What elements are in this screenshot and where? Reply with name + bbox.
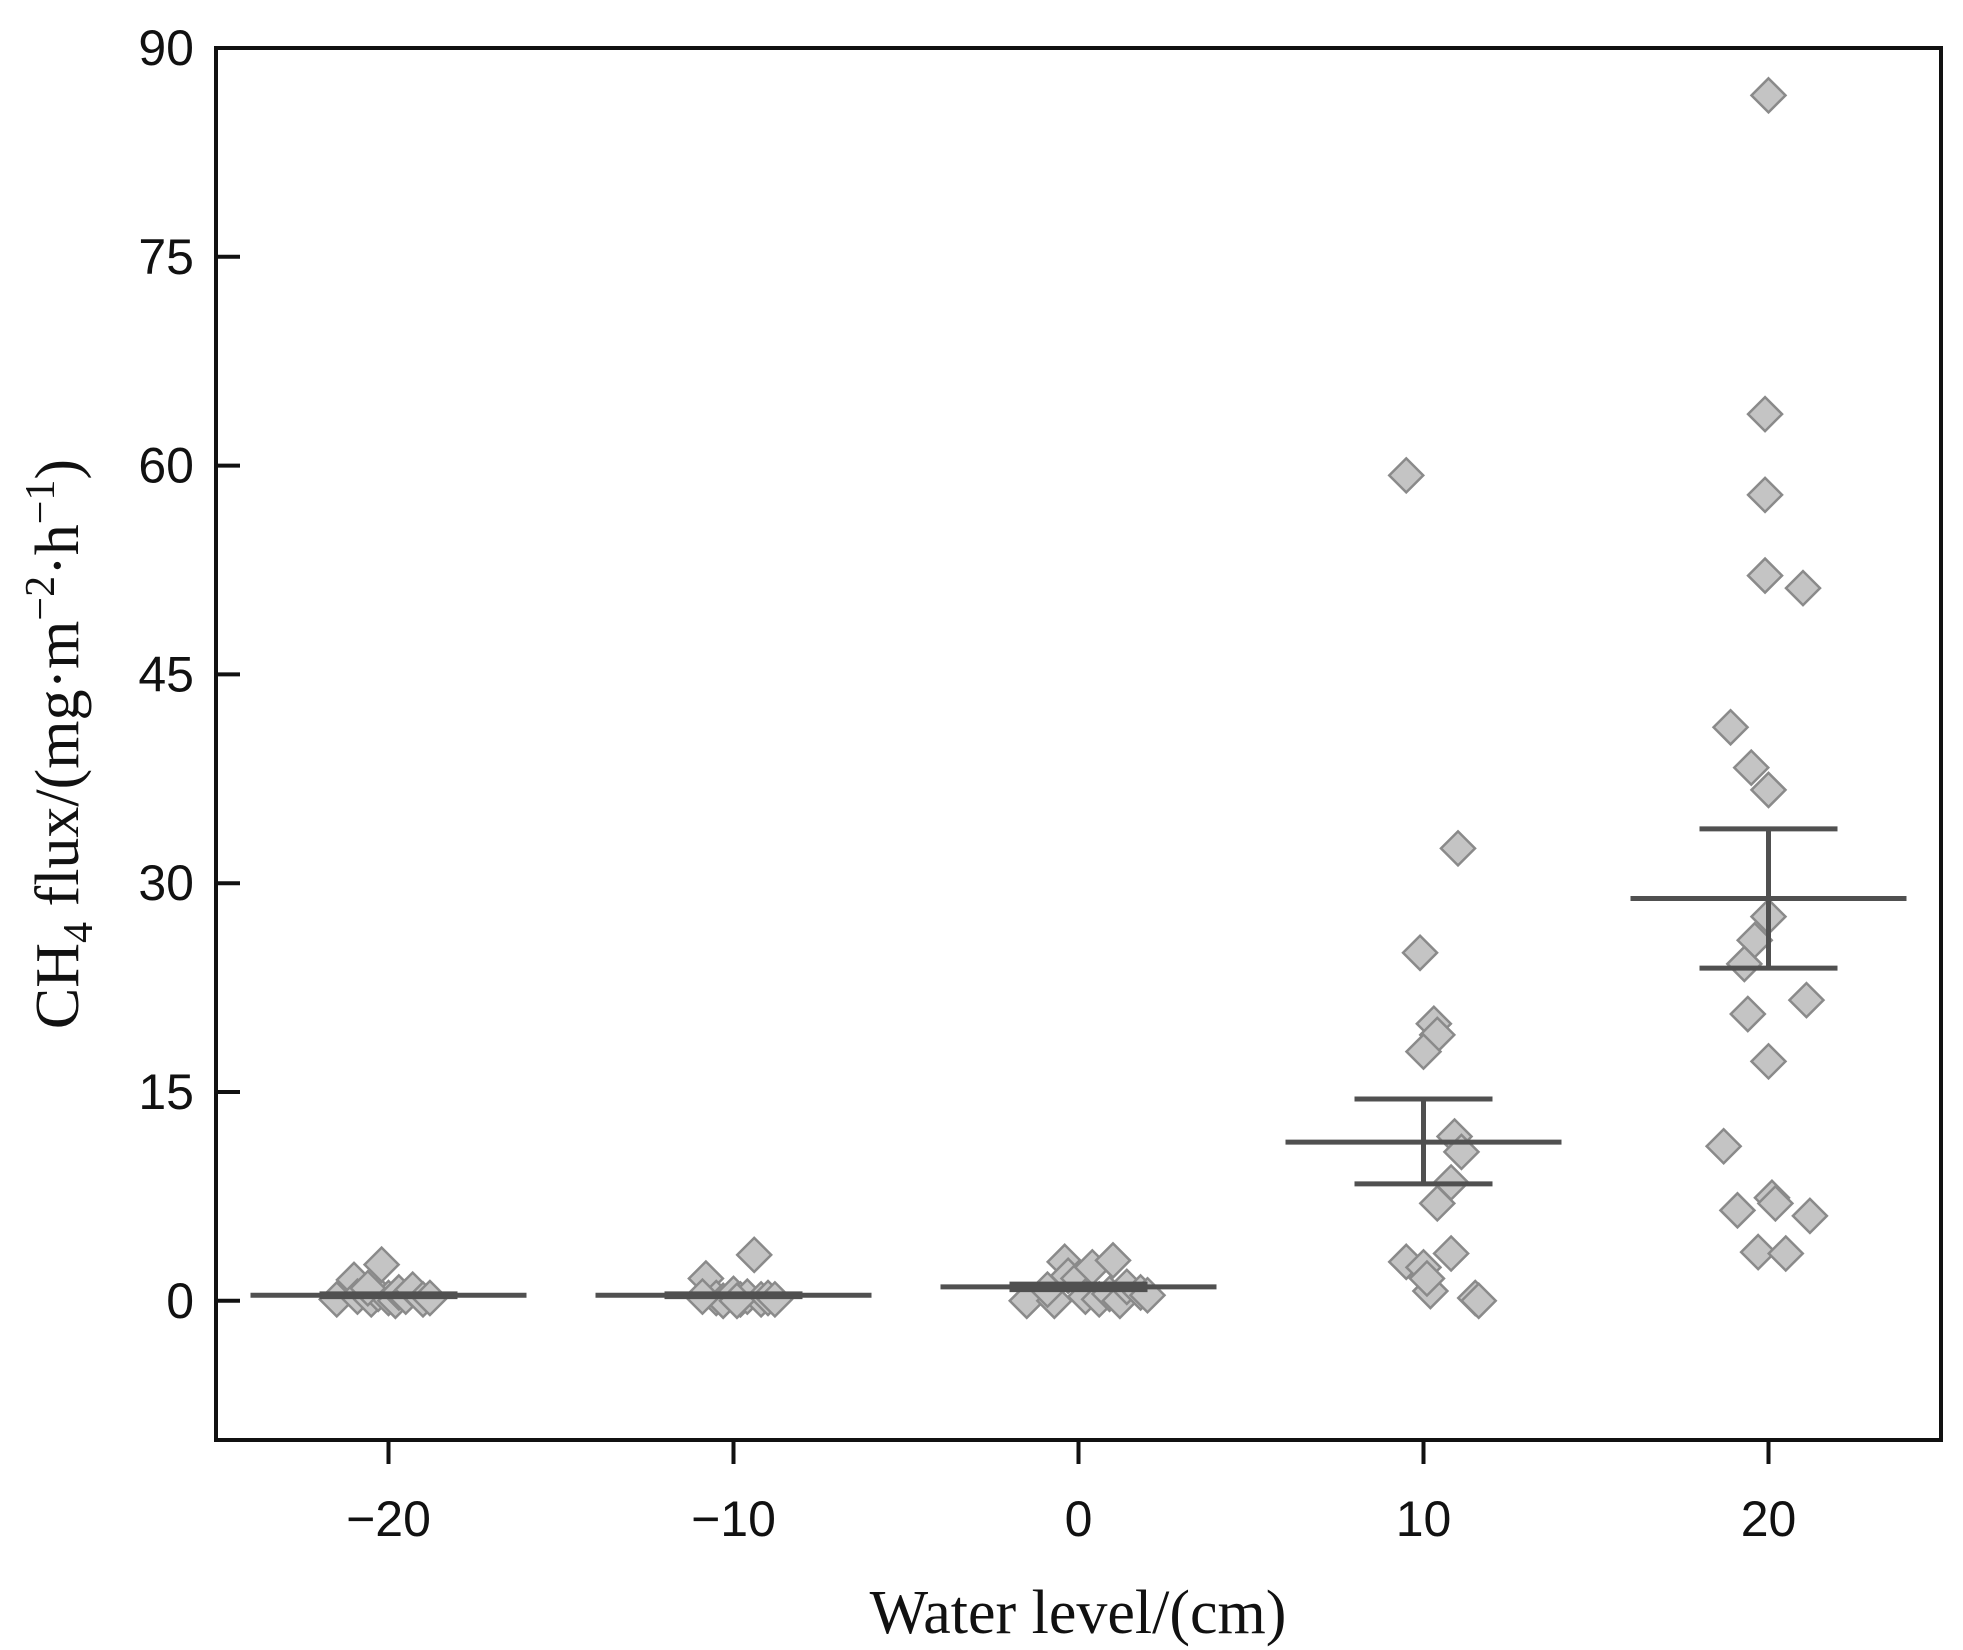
data-point xyxy=(1732,748,1771,787)
data-point xyxy=(1756,1184,1795,1223)
data-point xyxy=(1766,1234,1805,1273)
data-point xyxy=(1749,76,1788,115)
y-axis-title: CH4 flux/(mg·m−2·h−1) xyxy=(18,459,102,1029)
y-tick-label: 15 xyxy=(138,1064,194,1120)
plot-frame xyxy=(214,46,1943,1442)
x-tick-label: 10 xyxy=(1396,1491,1452,1547)
y-axis-title-text: flux/(mg·m xyxy=(24,621,92,922)
summary-bars xyxy=(250,826,1907,1300)
y-axis-title-prefix: CH xyxy=(24,943,92,1029)
x-tick-label: 0 xyxy=(1065,1491,1093,1547)
axis-ticks xyxy=(216,46,1771,1464)
y-axis-title-suffix: ) xyxy=(24,459,92,480)
data-point xyxy=(1432,1234,1470,1273)
data-point xyxy=(1749,1042,1788,1081)
data-point xyxy=(735,1236,773,1274)
x-tick-label: 20 xyxy=(1741,1491,1797,1547)
data-point xyxy=(1418,1184,1457,1223)
data-point xyxy=(1439,829,1477,868)
data-point xyxy=(1749,771,1788,809)
tick-labels: 0 15 30 45 60 75 90 −20 −10 0 10 20 xyxy=(138,20,1796,1547)
x-tick-label: −20 xyxy=(346,1491,431,1547)
x-tick-label: −10 xyxy=(691,1491,776,1547)
y-tick-label: 90 xyxy=(138,20,194,76)
data-point xyxy=(1408,1259,1446,1298)
y-axis-title-mid: ·h xyxy=(24,524,92,576)
data-point xyxy=(1746,556,1784,595)
data-point xyxy=(1387,456,1426,495)
y-tick-label: 0 xyxy=(166,1273,194,1329)
data-point xyxy=(1746,395,1784,433)
data-point xyxy=(1746,476,1784,514)
data-point xyxy=(1729,995,1767,1033)
data-point xyxy=(1791,1197,1829,1235)
y-tick-label: 30 xyxy=(138,855,194,911)
data-point xyxy=(1711,708,1750,747)
y-tick-label: 45 xyxy=(138,646,194,702)
y-tick-label: 75 xyxy=(138,229,194,285)
y-tick-label: 60 xyxy=(138,438,194,494)
data-point xyxy=(1459,1282,1498,1320)
data-point xyxy=(1725,945,1764,983)
data-point xyxy=(1404,1032,1443,1071)
y-axis-title-subscript: 4 xyxy=(56,922,102,943)
x-axis-title: Water level/(cm) xyxy=(870,1579,1287,1647)
data-point xyxy=(1704,1127,1743,1166)
data-point xyxy=(1784,569,1822,607)
data-point xyxy=(1787,981,1826,1019)
y-axis-title-sup1: −2 xyxy=(18,576,64,621)
data-point xyxy=(1094,1241,1132,1280)
data-point xyxy=(1718,1191,1757,1230)
data-point xyxy=(1739,1233,1777,1271)
data-point xyxy=(362,1245,401,1284)
data-point xyxy=(1401,934,1439,972)
y-axis-title-sup2: −1 xyxy=(18,480,64,525)
data-points xyxy=(317,76,1829,1320)
